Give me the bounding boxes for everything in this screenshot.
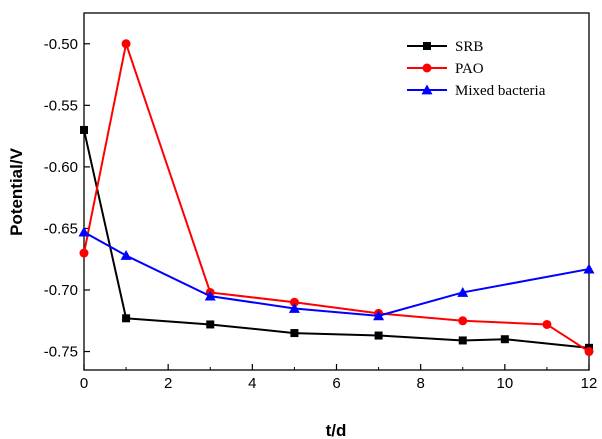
y-tick-label: -0.50 [44,36,78,53]
data-point-square [500,335,509,344]
x-tick-label: 2 [164,375,172,392]
data-point-square [423,42,431,50]
legend-label: SRB [455,39,483,55]
legend: SRB PAO Mixed bacteria [407,39,546,99]
data-point-square [80,125,88,134]
legend-item: Mixed bacteria [407,83,546,99]
data-point-circle [542,319,552,329]
data-point-square [458,336,467,345]
legend-label: Mixed bacteria [455,83,546,99]
legend-item: SRB [407,39,483,55]
plot-frame [83,12,590,371]
data-point-square [374,331,383,340]
series-group [78,39,595,357]
data-point-triangle [457,286,469,297]
data-point-triangle [120,250,132,260]
series-srb [80,125,593,352]
data-point-triangle [288,302,300,313]
series-line [83,129,590,349]
series-mixed-bacteria [78,226,595,321]
x-axis-title: t/d [326,421,347,439]
x-tick-label: 6 [332,375,340,392]
x-tick-label: 4 [248,375,256,392]
x-tick-label: 12 [581,375,598,392]
data-point-circle [79,248,89,258]
axis-ticks: 0 2 4 6 8 10 12 -0.75 -0.70 -0.65 -0.60 -0.55 -0.50 [44,36,598,392]
data-point-square [206,320,215,329]
data-point-circle [584,347,594,357]
data-point-triangle [78,226,90,237]
data-point-square [290,329,299,338]
y-tick-label: -0.55 [44,97,78,114]
x-tick-label: 0 [80,375,88,392]
data-point-circle [121,39,131,49]
y-tick-label: -0.70 [44,282,78,299]
data-point-circle [289,297,299,307]
data-point-triangle [373,310,385,321]
y-tick-label: -0.65 [44,220,78,237]
data-point-square [122,314,131,323]
legend-label: PAO [455,61,484,77]
series-line [83,231,590,317]
data-point-triangle [583,263,595,274]
data-point-circle [422,63,432,73]
data-point-triangle [204,290,216,301]
x-tick-label: 8 [416,375,424,392]
x-tick-label: 10 [496,375,513,392]
y-axis-title: Potential/V [7,147,26,236]
legend-item: PAO [407,61,484,77]
data-point-circle [458,316,468,326]
y-tick-label: -0.60 [44,159,78,176]
data-point-triangle [421,84,433,95]
y-tick-label: -0.75 [44,344,78,361]
series-line [83,39,590,353]
